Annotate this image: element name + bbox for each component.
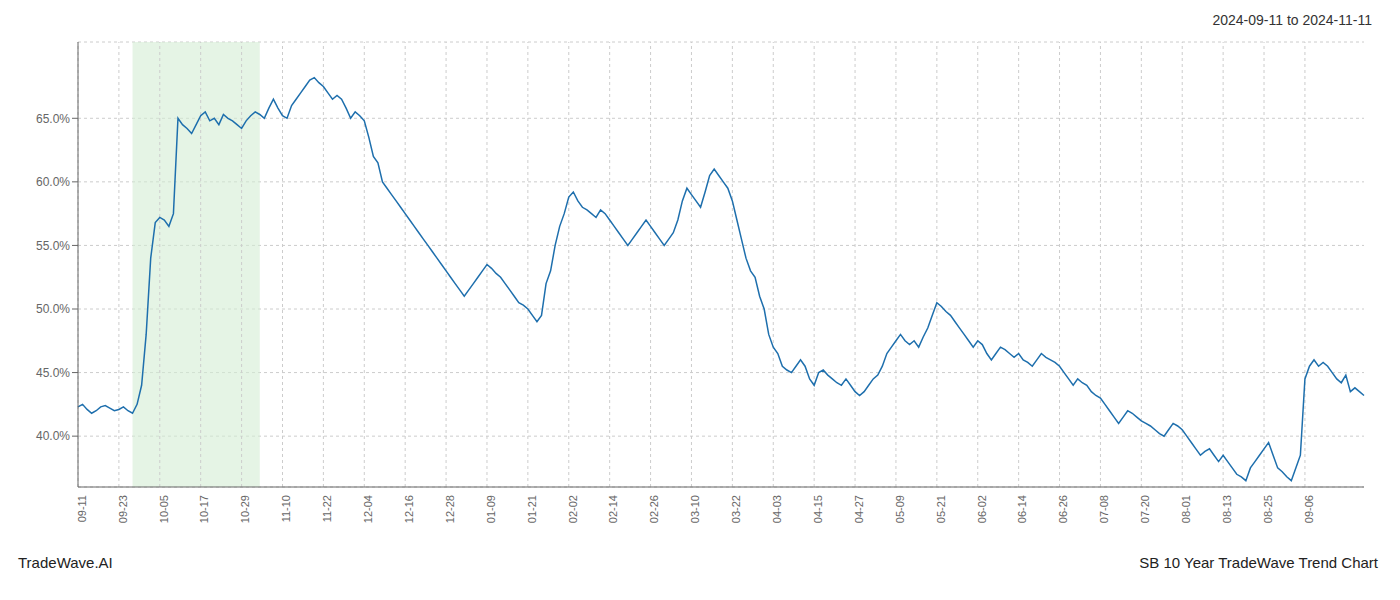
svg-text:04-03: 04-03 [771, 495, 783, 523]
svg-text:07-20: 07-20 [1139, 495, 1151, 523]
svg-text:05-09: 05-09 [894, 495, 906, 523]
svg-text:65.0%: 65.0% [36, 112, 70, 126]
svg-text:06-14: 06-14 [1016, 495, 1028, 523]
svg-text:01-21: 01-21 [526, 495, 538, 523]
svg-text:10-05: 10-05 [158, 495, 170, 523]
svg-text:03-10: 03-10 [689, 495, 701, 523]
html-text:TradeWave.AI: TradeWave.AI [18, 554, 113, 571]
svg-text:03-22: 03-22 [730, 495, 742, 523]
svg-text:02-02: 02-02 [567, 495, 579, 523]
svg-text:01-09: 01-09 [485, 495, 497, 523]
svg-text:11-22: 11-22 [321, 495, 333, 522]
svg-text:12-16: 12-16 [403, 495, 415, 523]
svg-text:06-26: 06-26 [1057, 495, 1069, 523]
svg-text:06-02: 06-02 [976, 495, 988, 523]
html-text:SB 10 Year TradeWave Trend Cha: SB 10 Year TradeWave Trend Chart [1139, 554, 1378, 571]
svg-text:40.0%: 40.0% [36, 429, 70, 443]
html-text:2024-09-11 to 2024-11-11: 2024-09-11 to 2024-11-11 [1212, 12, 1372, 28]
svg-text:09-06: 09-06 [1303, 495, 1315, 523]
svg-text:12-28: 12-28 [444, 495, 456, 523]
svg-text:05-21: 05-21 [935, 495, 947, 523]
svg-text:08-13: 08-13 [1221, 495, 1233, 523]
svg-text:08-01: 08-01 [1180, 495, 1192, 523]
svg-text:12-04: 12-04 [362, 495, 374, 523]
svg-text:07-08: 07-08 [1098, 495, 1110, 523]
svg-text:10-17: 10-17 [199, 495, 211, 523]
svg-text:60.0%: 60.0% [36, 175, 70, 189]
svg-text:45.0%: 45.0% [36, 366, 70, 380]
svg-text:10-29: 10-29 [239, 495, 251, 523]
svg-text:09-23: 09-23 [117, 495, 129, 523]
svg-text:04-15: 04-15 [812, 495, 824, 523]
svg-text:55.0%: 55.0% [36, 239, 70, 253]
svg-text:02-14: 02-14 [607, 495, 619, 523]
svg-text:08-25: 08-25 [1262, 495, 1274, 523]
svg-text:02-26: 02-26 [648, 495, 660, 523]
svg-text:11-10: 11-10 [280, 495, 292, 522]
svg-text:04-27: 04-27 [853, 495, 865, 523]
svg-text:50.0%: 50.0% [36, 302, 70, 316]
svg-text:09-11: 09-11 [76, 495, 88, 522]
